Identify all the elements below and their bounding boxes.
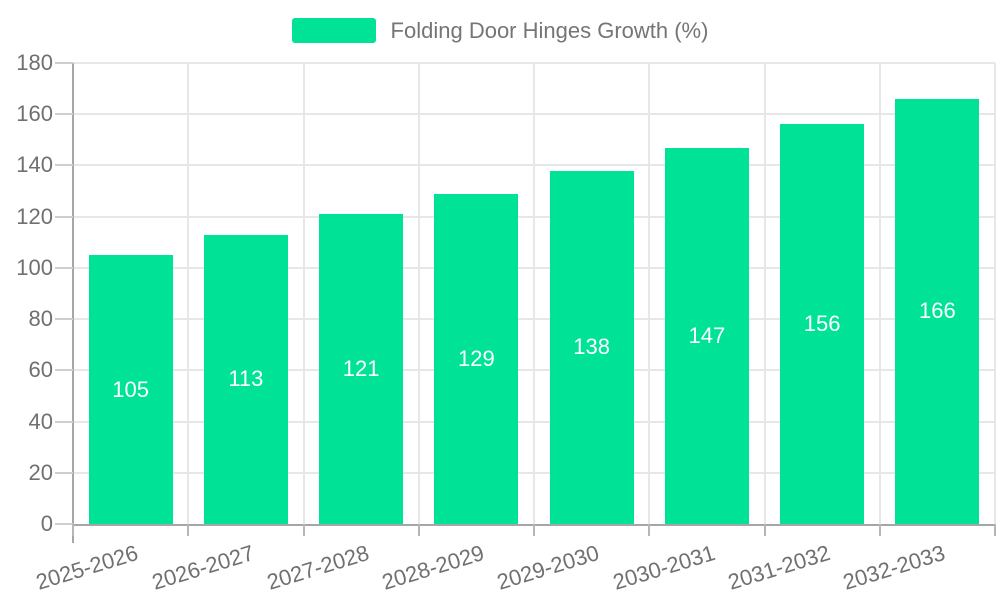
x-tick-mark — [302, 524, 305, 536]
y-tick-mark — [55, 471, 73, 474]
bar-2031-2032[interactable]: 156 — [780, 124, 865, 524]
bar-value-label: 105 — [112, 376, 149, 402]
x-tick-label: 2029-2030 — [494, 540, 603, 595]
gridline-vertical — [533, 63, 535, 524]
x-tick-mark — [533, 524, 535, 536]
gridline-vertical — [302, 63, 305, 524]
x-tick-label: 2026-2027 — [148, 540, 257, 595]
bar-value-label: 121 — [342, 356, 380, 382]
x-tick-label: 2027-2028 — [263, 540, 372, 595]
y-tick-mark — [55, 113, 73, 116]
gridline-vertical — [878, 63, 881, 524]
y-tick-label: 120 — [16, 203, 53, 229]
bar-2026-2027[interactable]: 113 — [203, 234, 288, 524]
x-tick-mark — [187, 524, 190, 536]
y-tick-mark — [55, 164, 73, 167]
gridline-vertical — [648, 63, 651, 524]
y-tick-label: 160 — [16, 101, 53, 127]
y-tick-mark — [55, 318, 73, 321]
y-tick-mark — [55, 369, 73, 372]
x-tick-mark — [72, 524, 74, 536]
x-tick-mark — [994, 524, 996, 536]
bar-value-label: 129 — [458, 345, 495, 371]
x-tick-mark — [648, 524, 651, 536]
gridline-vertical — [763, 63, 766, 524]
y-tick-label: 0 — [40, 511, 53, 536]
x-tick-label: 2025-2026 — [33, 540, 142, 595]
y-tick-label: 40 — [28, 408, 53, 434]
y-tick-label: 80 — [28, 306, 53, 332]
x-tick-label: 2028-2029 — [379, 540, 488, 595]
bar-value-label: 156 — [803, 311, 841, 337]
y-tick-label: 140 — [16, 152, 53, 178]
x-tick-mark — [878, 524, 881, 536]
bar-value-label: 147 — [688, 322, 726, 348]
legend[interactable]: Folding Door Hinges Growth (%) — [0, 18, 1000, 43]
x-tick-label: 2031-2032 — [724, 540, 833, 595]
bar-value-label: 166 — [919, 298, 956, 324]
y-axis-line — [72, 63, 74, 543]
bar-2025-2026[interactable]: 105 — [88, 255, 173, 524]
y-tick-mark — [55, 62, 73, 64]
y-tick-label: 20 — [28, 459, 53, 485]
bar-2027-2028[interactable]: 121 — [319, 214, 404, 524]
bar-value-label: 138 — [573, 334, 610, 360]
y-tick-label: 60 — [28, 357, 53, 383]
y-tick-mark — [55, 266, 73, 269]
legend-swatch[interactable] — [291, 18, 376, 43]
x-tick-mark — [763, 524, 766, 536]
bar-value-label: 113 — [228, 366, 264, 392]
gridline-vertical — [994, 63, 996, 524]
y-tick-mark — [55, 523, 73, 525]
bar-2032-2033[interactable]: 166 — [895, 98, 980, 524]
y-tick-label: 180 — [16, 50, 53, 75]
x-tick-label: 2030-2031 — [609, 540, 718, 595]
gridline-vertical — [187, 63, 190, 524]
bar-2030-2031[interactable]: 147 — [664, 147, 749, 524]
gridline-vertical — [417, 63, 420, 524]
bar-2029-2030[interactable]: 138 — [549, 170, 634, 524]
x-tick-label: 2032-2033 — [840, 540, 949, 595]
y-tick-mark — [55, 215, 73, 218]
x-tick-mark — [417, 524, 420, 536]
y-tick-mark — [55, 420, 73, 423]
bar-2028-2029[interactable]: 129 — [434, 193, 519, 524]
y-tick-label: 100 — [16, 254, 53, 280]
legend-label: Folding Door Hinges Growth (%) — [390, 18, 709, 43]
